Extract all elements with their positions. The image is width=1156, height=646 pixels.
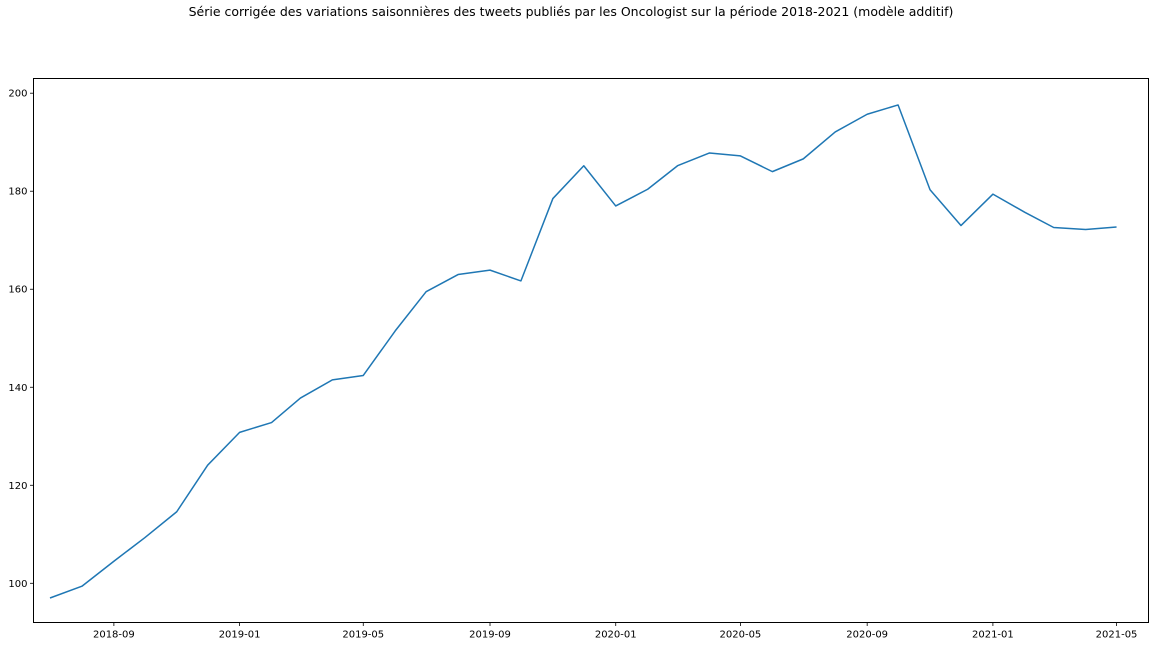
- y-tick-label: 160: [8, 285, 27, 296]
- x-tick-label: 2018-09: [93, 630, 135, 641]
- x-tick-label: 2019-01: [219, 630, 261, 641]
- x-tick-label: 2019-09: [469, 630, 511, 641]
- x-tick-label: 2019-05: [342, 630, 384, 641]
- x-tick-label: 2021-01: [972, 630, 1014, 641]
- x-tick-label: 2020-09: [846, 630, 888, 641]
- chart-title: Série corrigée des variations saisonnièr…: [188, 4, 954, 19]
- series-line: [49, 104, 1117, 599]
- x-tick-label: 2021-05: [1096, 630, 1138, 641]
- y-tick-label: 180: [8, 187, 27, 198]
- plot-frame: [33, 78, 1149, 623]
- y-tick-label: 200: [8, 89, 27, 100]
- x-tick-label: 2020-01: [595, 630, 637, 641]
- y-tick-label: 120: [8, 481, 27, 492]
- x-tick-label: 2020-05: [720, 630, 762, 641]
- y-tick-label: 100: [8, 579, 27, 590]
- y-tick-label: 140: [8, 383, 27, 394]
